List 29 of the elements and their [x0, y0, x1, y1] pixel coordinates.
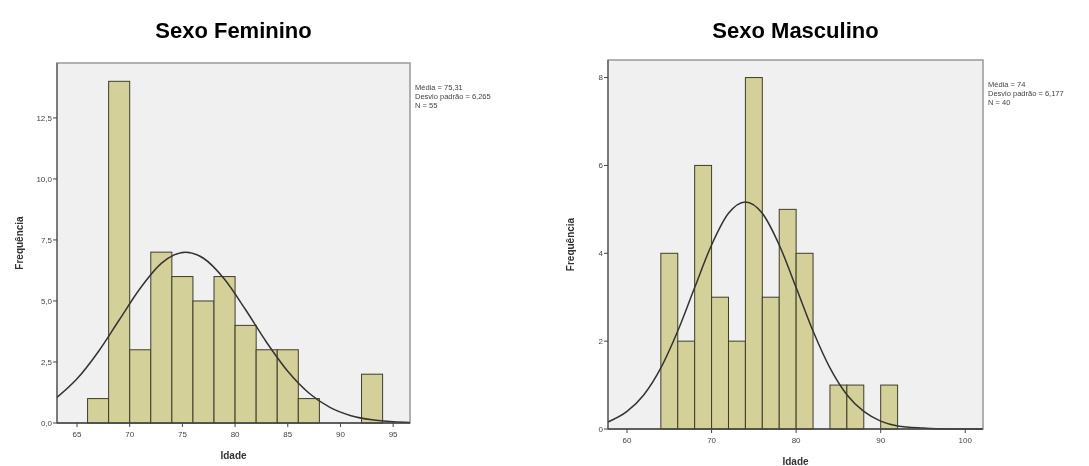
x-tick-label: 70 — [707, 436, 717, 445]
y-tick-label: 12,5 — [36, 113, 53, 123]
y-tick-label: 10,0 — [36, 174, 53, 184]
x-tick-label: 75 — [177, 430, 188, 439]
chart-title: Sexo Feminino — [155, 18, 312, 43]
x-tick-label: 70 — [125, 430, 135, 439]
y-tick-label: 2 — [598, 336, 604, 346]
x-axis-title: Idade — [220, 450, 247, 461]
y-axis-title: Frequência — [565, 217, 576, 272]
y-tick-label: 0,0 — [40, 418, 53, 428]
x-tick-label: 100 — [958, 436, 973, 445]
x-tick-label: 65 — [72, 430, 83, 439]
x-tick-label: 60 — [622, 436, 633, 445]
x-tick-label: 90 — [336, 430, 346, 439]
y-tick-label: 6 — [598, 161, 604, 171]
y-tick-label: 2,5 — [40, 357, 53, 367]
x-tick-label: 85 — [283, 430, 293, 439]
x-tick-label: 90 — [876, 436, 886, 445]
chart-title: Sexo Masculino — [712, 18, 879, 43]
x-axis-title: Idade — [782, 456, 809, 466]
y-tick-label: 0 — [598, 424, 604, 434]
y-axis-title: Frequência — [14, 215, 25, 270]
y-tick-label: 8 — [598, 73, 604, 83]
x-tick-label: 95 — [388, 430, 399, 439]
x-tick-label: 80 — [791, 436, 802, 445]
y-tick-label: 5,0 — [40, 296, 53, 306]
y-tick-label: 4 — [598, 249, 604, 259]
x-tick-label: 80 — [230, 430, 241, 439]
y-tick-label: 7,5 — [40, 235, 53, 245]
